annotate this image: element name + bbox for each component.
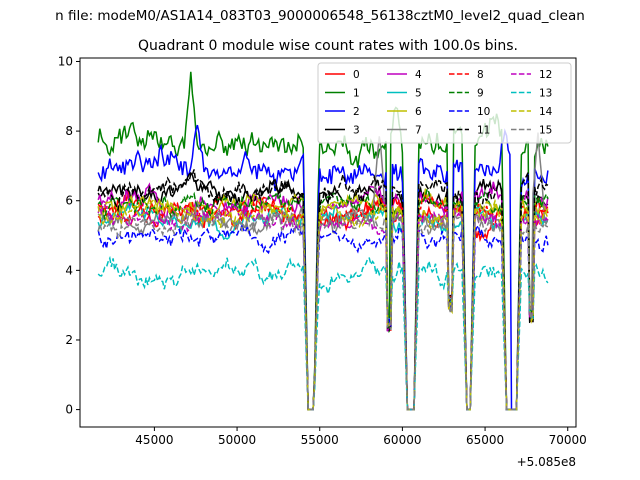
legend-label: 5 bbox=[415, 88, 422, 100]
x-tick-label: 45000 bbox=[135, 433, 173, 447]
x-tick-label: 70000 bbox=[549, 433, 587, 447]
y-tick-label: 6 bbox=[65, 194, 73, 208]
legend-label: 6 bbox=[415, 106, 422, 118]
legend-label: 8 bbox=[477, 69, 484, 81]
plot-frame bbox=[79, 57, 577, 428]
y-tick-label: 2 bbox=[65, 333, 73, 347]
y-tick-label: 8 bbox=[65, 124, 73, 138]
x-tick-label: 65000 bbox=[466, 433, 504, 447]
chart-title: Quadrant 0 module wise count rates with … bbox=[138, 38, 518, 54]
y-tick-label: 0 bbox=[65, 403, 73, 417]
legend-label: 11 bbox=[477, 125, 490, 137]
x-axis-offset-label: +5.085e8 bbox=[517, 455, 576, 469]
y-tick-label: 4 bbox=[65, 263, 73, 277]
legend-label: 7 bbox=[415, 125, 422, 137]
legend-box bbox=[317, 62, 572, 144]
legend-label: 4 bbox=[415, 69, 422, 81]
x-tick-label: 60000 bbox=[383, 433, 421, 447]
x-tick-label: 55000 bbox=[301, 433, 339, 447]
legend-label: 3 bbox=[353, 125, 360, 137]
series-layer bbox=[97, 71, 549, 411]
legend-label: 13 bbox=[539, 88, 552, 100]
y-axis: 0 2 4 6 8 10 bbox=[58, 54, 80, 417]
legend-label: 14 bbox=[539, 106, 553, 118]
legend-label: 10 bbox=[477, 106, 490, 118]
legend-label: 9 bbox=[477, 88, 484, 100]
y-tick-label: 10 bbox=[58, 54, 73, 68]
series-line-13 bbox=[97, 255, 549, 411]
legend-label: 1 bbox=[353, 88, 360, 100]
x-tick-label: 50000 bbox=[218, 433, 256, 447]
x-axis: 45000 50000 55000 60000 65000 70000 bbox=[135, 427, 587, 447]
legend-label: 0 bbox=[353, 69, 360, 81]
legend-label: 2 bbox=[353, 106, 360, 118]
legend-label: 12 bbox=[539, 69, 552, 81]
legend-label: 15 bbox=[539, 125, 552, 137]
figure-suptitle: n file: modeM0/AS1A14_083T03_9000006548_… bbox=[55, 8, 585, 24]
series-line-15 bbox=[97, 209, 549, 411]
